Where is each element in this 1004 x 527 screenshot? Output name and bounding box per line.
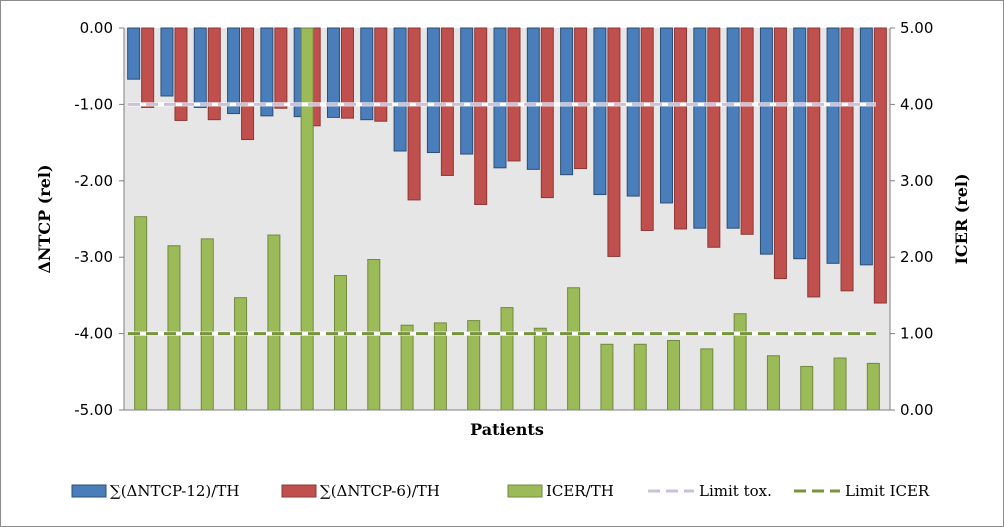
bar-s1-p23	[873, 27, 887, 304]
y-right-tick-label: 2.00	[900, 248, 933, 266]
legend-label-ntcp6: ∑(ΔNTCP-6)/TH	[320, 482, 440, 500]
bar-s0-p21	[793, 27, 807, 260]
bar-s2-p9	[400, 324, 414, 411]
bar-s1-p10	[440, 27, 454, 176]
legend-label-limit-icer: Limit ICER	[845, 482, 930, 500]
bar-s2-p3	[200, 238, 214, 411]
y-axis-right-title: ICER (rel)	[952, 173, 971, 264]
legend-swatch-icer	[507, 484, 543, 498]
bar-s1-p5	[274, 27, 288, 109]
bar-s2-p7	[333, 275, 347, 411]
bar-s0-p23	[859, 27, 873, 266]
legend-swatch-ntcp12	[71, 484, 107, 498]
bar-s0-p4	[227, 27, 241, 115]
y-right-tick-label: 5.00	[900, 19, 933, 37]
y-left-tick-label: -3.00	[74, 248, 113, 266]
bar-s0-p17	[660, 27, 674, 204]
bar-s1-p9	[407, 27, 421, 201]
bar-s0-p13	[526, 27, 540, 170]
bar-s0-p2	[160, 27, 174, 97]
bar-s1-p20	[773, 27, 787, 280]
bar-s1-p4	[241, 27, 255, 141]
bar-s2-p17	[667, 339, 681, 411]
y-axis-left-title: ΔNTCP (rel)	[35, 164, 54, 273]
bar-s1-p19	[740, 27, 754, 235]
y-left-tick-label: -1.00	[74, 95, 113, 113]
bar-s2-p1	[134, 216, 148, 411]
bars-layer	[127, 27, 887, 411]
y-right-tick-label: 3.00	[900, 172, 933, 190]
bar-s1-p8	[374, 27, 388, 122]
bar-s1-p11	[474, 27, 488, 205]
bar-s0-p22	[826, 27, 840, 264]
bar-s0-p10	[426, 27, 440, 154]
bar-s0-p5	[260, 27, 274, 117]
bar-s2-p19	[733, 313, 747, 411]
bar-s0-p19	[726, 27, 740, 229]
bar-s0-p8	[360, 27, 374, 121]
legend-label-ntcp12: ∑(ΔNTCP-12)/TH	[110, 482, 239, 500]
bar-s2-p2	[167, 245, 181, 411]
legend: ∑(ΔNTCP-12)/TH ∑(ΔNTCP-6)/TH ICER/TH Lim…	[71, 482, 930, 500]
legend-swatch-ntcp6	[281, 484, 317, 498]
bar-s0-p12	[493, 27, 507, 169]
bar-s2-p13	[533, 327, 547, 411]
bar-s1-p13	[540, 27, 554, 199]
y-left-tick-label: -5.00	[74, 401, 113, 419]
x-axis-title: Patients	[470, 420, 544, 439]
bar-s2-p21	[800, 365, 814, 411]
limit-lines-layer	[128, 102, 876, 336]
bar-s2-p15	[600, 343, 614, 411]
bar-s2-p6	[300, 27, 314, 411]
bar-s2-p22	[833, 357, 847, 411]
y-right-tick-label: 0.00	[900, 401, 933, 419]
bar-s1-p16	[640, 27, 654, 231]
bar-s0-p1	[127, 27, 141, 80]
bar-s1-p7	[340, 27, 354, 119]
bar-s1-p2	[174, 27, 188, 121]
bar-s0-p9	[393, 27, 407, 152]
bar-s1-p18	[707, 27, 721, 248]
bar-s2-p5	[267, 234, 281, 411]
bar-s0-p15	[593, 27, 607, 196]
bar-s0-p14	[560, 27, 574, 176]
bar-s1-p22	[840, 27, 854, 292]
axes-layer: 0.00 -1.00 -2.00 -3.00 -4.00 -5.00 5.00 4.00 3.0…	[74, 19, 933, 419]
y-left-tick-label: 0.00	[80, 19, 113, 37]
bar-s2-p18	[700, 348, 714, 411]
bar-s1-p1	[141, 27, 155, 108]
bar-s0-p7	[326, 27, 340, 118]
bar-s0-p18	[693, 27, 707, 229]
y-left-tick-label: -4.00	[74, 325, 113, 343]
legend-label-icer: ICER/TH	[546, 482, 614, 500]
y-right-tick-label: 4.00	[900, 95, 933, 113]
bar-s2-p10	[433, 322, 447, 411]
legend-label-limit-tox: Limit tox.	[699, 482, 772, 500]
bar-s1-p21	[807, 27, 821, 298]
bar-s1-p17	[674, 27, 688, 230]
bar-s2-p12	[500, 307, 514, 411]
bar-s0-p16	[626, 27, 640, 197]
bar-s1-p3	[207, 27, 221, 121]
bar-s2-p20	[766, 355, 780, 411]
bar-s2-p16	[633, 343, 647, 411]
bar-s0-p3	[193, 27, 207, 108]
bar-s1-p15	[607, 27, 621, 257]
bar-s2-p23	[866, 362, 880, 411]
bar-s1-p12	[507, 27, 521, 162]
y-right-tick-label: 1.00	[900, 325, 933, 343]
bar-s2-p14	[567, 287, 581, 411]
bar-s0-p11	[460, 27, 474, 155]
bar-s0-p20	[759, 27, 773, 255]
bar-s2-p4	[234, 297, 248, 411]
bar-s1-p14	[574, 27, 588, 170]
y-left-tick-label: -2.00	[74, 172, 113, 190]
